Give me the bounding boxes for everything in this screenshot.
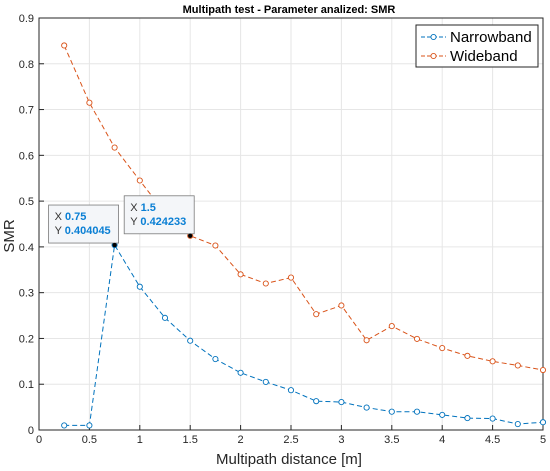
data-point	[111, 144, 118, 151]
data-point	[86, 99, 93, 106]
data-point	[413, 408, 421, 415]
y-tick-label: 0.2	[19, 333, 34, 345]
data-point	[212, 242, 219, 249]
data-point	[61, 422, 68, 429]
data-point	[161, 314, 169, 321]
data-point	[338, 302, 345, 309]
legend-swatch-marker	[430, 52, 437, 60]
chart-title: Multipath test - Parameter analized: SMR	[183, 4, 396, 16]
data-point	[489, 358, 496, 365]
x-tick-label: 3.5	[384, 434, 399, 446]
x-tick-label: 2	[238, 434, 244, 446]
datatip-x-label: X	[55, 211, 65, 223]
y-tick-label: 0.1	[19, 379, 34, 391]
legend-swatch-marker	[430, 33, 437, 41]
data-point	[212, 355, 219, 363]
x-axis-title: Multipath distance [m]	[216, 451, 362, 468]
x-tick-label: 4.5	[485, 434, 500, 446]
data-point	[514, 420, 521, 428]
data-point	[514, 362, 521, 369]
legend-box	[415, 24, 539, 68]
x-tick-label: 5	[540, 434, 546, 446]
data-point	[136, 283, 143, 290]
data-point	[388, 323, 395, 330]
datatip-y-label: Y	[55, 225, 65, 237]
data-point	[287, 274, 295, 281]
y-tick-label: 0.7	[19, 105, 34, 117]
x-tick-label: 3	[338, 434, 344, 446]
data-point	[86, 422, 93, 429]
series-narrowband	[61, 241, 547, 429]
datatip-x-label: X	[130, 202, 140, 214]
datatip-y-label: Y	[130, 216, 140, 228]
datatip-marker	[188, 233, 193, 238]
datatip: X 1.5Y 0.424233	[123, 195, 195, 238]
data-point	[237, 369, 244, 376]
datatip-x-value: 1.5	[141, 202, 156, 214]
datatip-line: X 1.5	[130, 202, 156, 214]
data-point	[439, 411, 446, 418]
data-point	[237, 271, 244, 278]
y-tick-label: 0.3	[19, 288, 34, 300]
series-line-wideband	[63, 45, 544, 371]
datatip-line: Y 0.404045	[55, 225, 111, 237]
data-point	[187, 337, 194, 344]
data-point	[464, 415, 471, 422]
datatip-line: X 0.75	[55, 211, 87, 223]
x-tick-label: 1.5	[183, 434, 198, 446]
x-axis-ticks: 0 0.5 1 1.5 2 2.5 3 3.5 4 4.5 5	[36, 425, 546, 446]
data-point	[313, 398, 320, 405]
data-point	[539, 419, 547, 426]
series-line-narrowband	[64, 243, 544, 426]
x-tick-label: 0.5	[82, 434, 97, 446]
x-tick-label: 4	[439, 434, 445, 446]
legend-label: Wideband	[450, 48, 518, 65]
datatip-marker	[112, 242, 117, 248]
y-axis-ticks: 0 0.1 0.2 0.3 0.4 0.5 0.6 0.7 0.8 0.9	[19, 13, 44, 437]
y-tick-label: 0	[28, 425, 34, 437]
data-point	[489, 415, 496, 422]
datatip-box	[123, 195, 195, 235]
legend: Narrowband Wideband	[415, 24, 539, 68]
data-point	[413, 335, 421, 342]
data-point	[539, 366, 547, 374]
datatip: X 0.75Y 0.404045	[48, 204, 119, 248]
datatip-y-value: 0.424233	[140, 216, 186, 228]
data-point	[363, 337, 370, 344]
y-tick-label: 0.9	[19, 13, 34, 25]
datatip-line: Y 0.424233	[130, 216, 186, 228]
y-tick-label: 0.4	[19, 242, 34, 254]
x-tick-label: 0	[36, 434, 42, 446]
y-axis-title: SMR	[1, 219, 18, 253]
data-point	[287, 387, 295, 394]
data-point	[136, 177, 143, 184]
data-point	[338, 399, 345, 406]
x-tick-label: 1	[137, 434, 143, 446]
y-tick-label: 0.6	[19, 150, 34, 162]
datatip-y-value: 0.404045	[65, 225, 111, 237]
data-point	[61, 42, 68, 49]
data-point	[262, 280, 269, 287]
data-point	[388, 408, 395, 415]
y-tick-label: 0.8	[19, 59, 34, 71]
data-point	[262, 378, 269, 385]
x-tick-label: 2.5	[283, 434, 298, 446]
legend-label: Narrowband	[450, 29, 532, 46]
data-point	[464, 352, 471, 359]
y-tick-label: 0.5	[19, 196, 34, 208]
datatip-x-value: 0.75	[65, 211, 86, 223]
data-point	[313, 311, 320, 318]
data-point	[439, 345, 446, 352]
datatip-box	[48, 204, 119, 244]
data-point	[363, 404, 370, 411]
series-layer	[61, 42, 547, 429]
